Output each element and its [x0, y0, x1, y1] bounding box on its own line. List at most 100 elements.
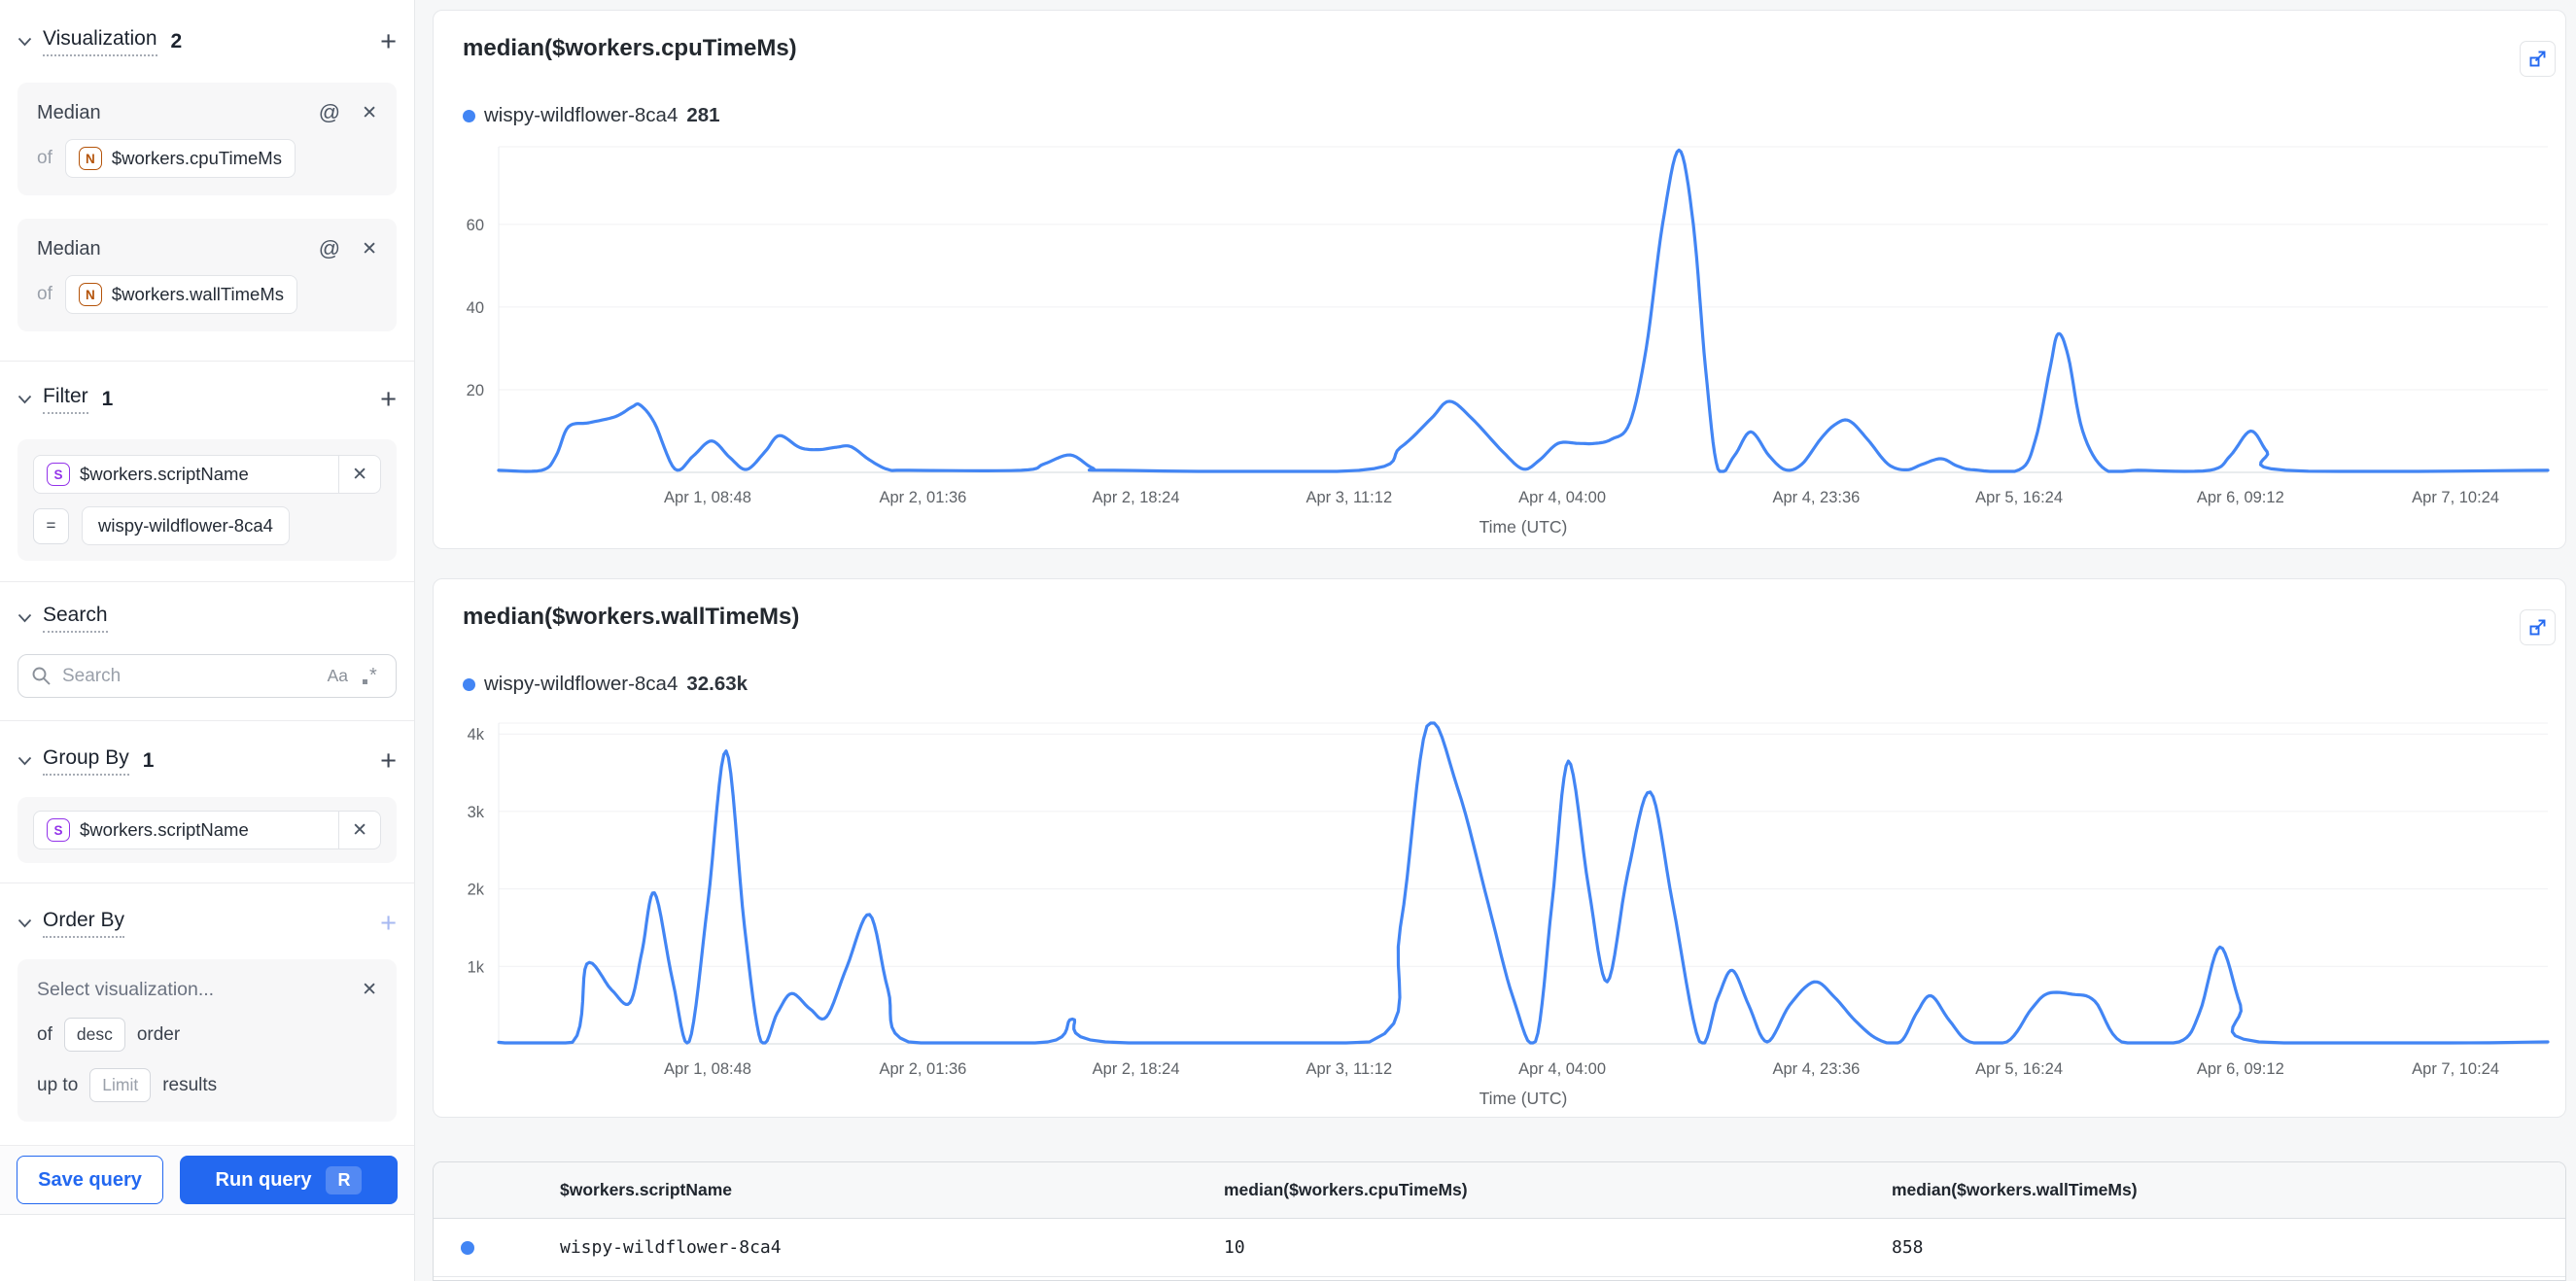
- chart-title: median($workers.cpuTimeMs): [463, 35, 797, 61]
- expand-chart-button[interactable]: [2520, 41, 2556, 77]
- filter-field-select[interactable]: S $workers.scriptName ✕: [33, 455, 381, 494]
- chevron-down-icon[interactable]: [17, 37, 32, 47]
- column-header-wall-median: median($workers.wallTimeMs): [1892, 1180, 2138, 1199]
- remove-filter-button[interactable]: ✕: [338, 456, 380, 493]
- group-by-field-select[interactable]: S $workers.scriptName ✕: [33, 811, 381, 849]
- regex-icon[interactable]: *: [362, 667, 383, 686]
- cell-cpu-median: 10: [1224, 1237, 1245, 1258]
- remove-group-by-button[interactable]: ✕: [338, 812, 380, 848]
- field-name: $workers.scriptName: [80, 819, 249, 840]
- add-filter-button[interactable]: +: [380, 383, 397, 415]
- field-name: $workers.cpuTimeMs: [111, 148, 282, 168]
- query-builder-sidebar: Visualization 2 + Median @ ✕ of N $worke…: [0, 0, 415, 1281]
- expand-icon: [2529, 619, 2546, 636]
- svg-text:Apr 4, 04:00: Apr 4, 04:00: [1518, 1060, 1606, 1078]
- limit-input[interactable]: Limit: [89, 1068, 152, 1102]
- wall-time-chart: 1k 2k 3k 4k Apr 1, 08:48 Apr 2, 01:36 Apr 2, 1…: [468, 721, 2550, 1108]
- column-header-cpu-median: median($workers.cpuTimeMs): [1224, 1180, 1468, 1199]
- add-visualization-button[interactable]: +: [380, 25, 397, 57]
- remove-visualization-icon[interactable]: ✕: [362, 238, 377, 260]
- visualization-count: 2: [170, 30, 183, 52]
- series-name: wispy-wildflower-8ca4: [484, 104, 679, 126]
- svg-text:2k: 2k: [468, 882, 485, 899]
- series-dot-icon: [461, 1241, 474, 1255]
- section-group-by: Group By 1 + S $workers.scriptName ✕: [0, 721, 414, 883]
- run-query-button[interactable]: Run query R: [180, 1156, 398, 1204]
- string-type-icon: S: [47, 818, 70, 842]
- filter-section-title: Filter: [43, 385, 88, 414]
- expand-chart-button[interactable]: [2520, 609, 2556, 645]
- chart-title: median($workers.wallTimeMs): [463, 604, 800, 630]
- order-by-card: Select visualization... ✕ of desc order …: [17, 959, 397, 1122]
- svg-text:Apr 5, 16:24: Apr 5, 16:24: [1975, 489, 2063, 506]
- chevron-down-icon[interactable]: [17, 613, 32, 623]
- field-name: $workers.wallTimeMs: [111, 284, 285, 304]
- save-query-button[interactable]: Save query: [17, 1156, 163, 1204]
- legend-item[interactable]: wispy-wildflower-8ca4 281: [463, 104, 720, 127]
- svg-text:Time (UTC): Time (UTC): [1479, 1089, 1568, 1108]
- svg-text:1k: 1k: [468, 958, 485, 976]
- svg-text:20: 20: [467, 382, 484, 399]
- group-by-count: 1: [142, 749, 155, 772]
- run-shortcut-badge: R: [326, 1165, 363, 1194]
- series-name: wispy-wildflower-8ca4: [484, 673, 679, 695]
- field-name: $workers.scriptName: [80, 464, 249, 484]
- svg-text:Apr 7, 10:24: Apr 7, 10:24: [2412, 1060, 2499, 1078]
- of-label: of: [37, 284, 52, 304]
- search-input[interactable]: [17, 654, 397, 698]
- field-select-wall[interactable]: N $workers.wallTimeMs: [64, 275, 298, 314]
- results-label: results: [162, 1074, 218, 1095]
- number-type-icon: N: [78, 147, 102, 170]
- section-filter: Filter 1 + S $workers.scriptName ✕ = wis…: [0, 362, 414, 582]
- search-section-title: Search: [43, 604, 108, 633]
- expand-icon: [2529, 51, 2546, 67]
- add-order-by-button[interactable]: +: [380, 907, 397, 939]
- aggregation-select[interactable]: Median: [37, 237, 101, 260]
- order-direction-select[interactable]: desc: [63, 1018, 125, 1052]
- chevron-down-icon[interactable]: [17, 395, 32, 404]
- group-by-section-title: Group By: [43, 746, 129, 776]
- remove-visualization-icon[interactable]: ✕: [362, 102, 377, 123]
- filter-count: 1: [101, 388, 114, 410]
- chart-card-wall-time: 1k 2k 3k 4k Apr 1, 08:48 Apr 2, 01:36 Apr 2, 1…: [433, 578, 2566, 1118]
- at-icon[interactable]: @: [318, 100, 341, 124]
- series-value: 281: [686, 104, 720, 126]
- string-type-icon: S: [47, 463, 70, 486]
- section-visualization: Visualization 2 + Median @ ✕ of N $worke…: [0, 0, 414, 362]
- filter-operator-select[interactable]: =: [33, 507, 69, 544]
- aggregation-select[interactable]: Median: [37, 101, 101, 123]
- table-header-row: $workers.scriptName median($workers.cpuT…: [434, 1162, 2565, 1219]
- svg-text:4k: 4k: [468, 726, 485, 744]
- order-by-visualization-select[interactable]: Select visualization...: [37, 979, 215, 1000]
- svg-text:60: 60: [467, 217, 484, 234]
- svg-text:Apr 4, 23:36: Apr 4, 23:36: [1772, 1060, 1860, 1078]
- svg-text:Apr 2, 18:24: Apr 2, 18:24: [1093, 489, 1180, 506]
- legend-item[interactable]: wispy-wildflower-8ca4 32.63k: [463, 673, 748, 696]
- svg-text:Apr 1, 08:48: Apr 1, 08:48: [664, 1060, 751, 1078]
- svg-text:Apr 6, 09:12: Apr 6, 09:12: [2197, 489, 2284, 506]
- section-search: Search Aa *: [0, 582, 414, 721]
- field-select-cpu[interactable]: N $workers.cpuTimeMs: [64, 139, 296, 178]
- results-table: $workers.scriptName median($workers.cpuT…: [433, 1161, 2566, 1281]
- filter-value-select[interactable]: wispy-wildflower-8ca4: [82, 506, 290, 545]
- series-dot-icon: [463, 109, 475, 122]
- cell-wall-median: 858: [1892, 1237, 1924, 1258]
- match-case-icon[interactable]: Aa: [327, 666, 348, 685]
- svg-text:Apr 7, 10:24: Apr 7, 10:24: [2412, 489, 2499, 506]
- svg-text:Apr 4, 04:00: Apr 4, 04:00: [1518, 489, 1606, 506]
- chevron-down-icon[interactable]: [17, 756, 32, 766]
- query-actions-bar: Save query Run query R: [0, 1146, 414, 1215]
- svg-text:3k: 3k: [468, 804, 485, 821]
- at-icon[interactable]: @: [318, 236, 341, 260]
- table-row[interactable]: wispy-wildflower-8ca4 10 858: [434, 1219, 2565, 1277]
- visualization-card-wall: Median @ ✕ of N $workers.wallTimeMs: [17, 219, 397, 331]
- remove-order-by-icon[interactable]: ✕: [362, 980, 377, 1000]
- svg-text:40: 40: [467, 299, 484, 317]
- svg-text:Apr 5, 16:24: Apr 5, 16:24: [1975, 1060, 2063, 1078]
- add-group-by-button[interactable]: +: [380, 744, 397, 777]
- svg-text:Apr 2, 01:36: Apr 2, 01:36: [879, 1060, 966, 1078]
- chevron-down-icon[interactable]: [17, 918, 32, 928]
- group-by-card: S $workers.scriptName ✕: [17, 797, 397, 863]
- order-label: order: [136, 1023, 181, 1045]
- svg-text:Apr 6, 09:12: Apr 6, 09:12: [2197, 1060, 2284, 1078]
